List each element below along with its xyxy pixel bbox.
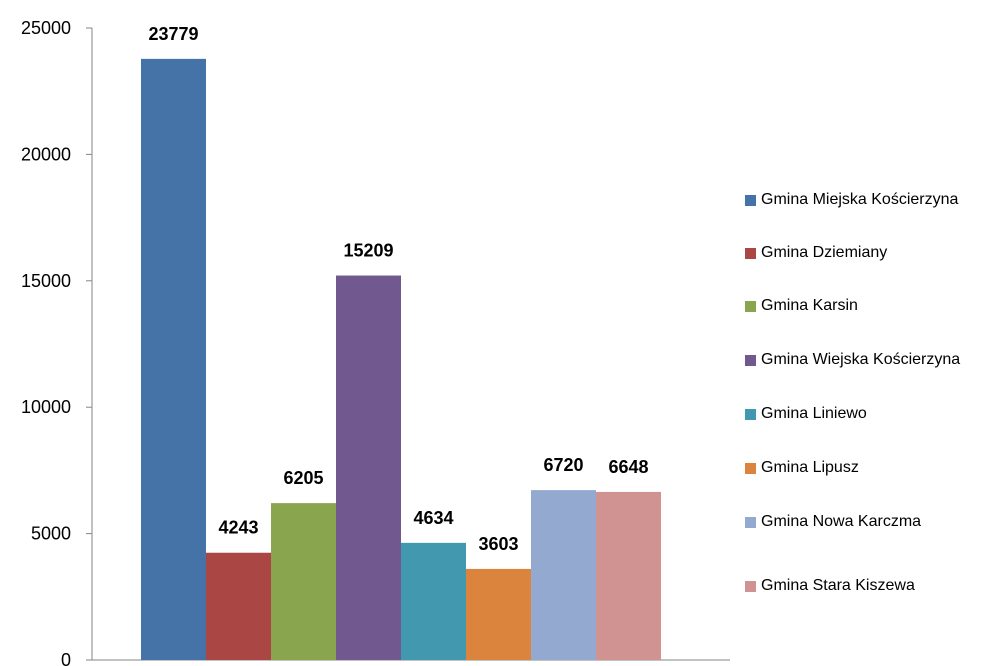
legend-item: Gmina Stara Kiszewa bbox=[745, 576, 915, 596]
legend-item: Gmina Liniewo bbox=[745, 404, 867, 424]
bar-data-label: 4243 bbox=[218, 518, 258, 538]
legend-label: Gmina Dziemiany bbox=[761, 244, 888, 261]
legend-label: Gmina Karsin bbox=[761, 297, 858, 314]
bar-data-label: 4634 bbox=[413, 508, 453, 528]
bar-data-label: 6720 bbox=[543, 455, 583, 475]
y-tick-label: 25000 bbox=[21, 18, 71, 38]
legend-swatch bbox=[745, 580, 756, 592]
legend-label: Gmina Stara Kiszewa bbox=[761, 577, 915, 594]
bar bbox=[206, 552, 271, 660]
legend-label: Gmina Lipusz bbox=[761, 459, 859, 476]
legend-item: Gmina Dziemiany bbox=[745, 243, 887, 263]
y-tick-label: 20000 bbox=[21, 144, 71, 164]
bar-data-label: 3603 bbox=[478, 534, 518, 554]
legend-swatch bbox=[745, 516, 756, 528]
legend-item: Gmina Nowa Karczma bbox=[745, 512, 921, 532]
legend-label: Gmina Miejska Kościerzyna bbox=[761, 191, 959, 208]
legend-swatch bbox=[745, 247, 756, 259]
bar bbox=[466, 568, 531, 660]
bar bbox=[401, 542, 466, 660]
legend-swatch bbox=[745, 300, 756, 312]
bar-data-label: 15209 bbox=[343, 241, 393, 261]
legend-item: Gmina Lipusz bbox=[745, 458, 859, 478]
y-tick-label: 10000 bbox=[21, 397, 71, 417]
bar bbox=[596, 491, 661, 660]
legend-swatch bbox=[745, 354, 756, 366]
bar bbox=[271, 503, 336, 660]
legend-item: Gmina Wiejska Kościerzyna bbox=[745, 350, 960, 370]
legend-label: Gmina Wiejska Kościerzyna bbox=[761, 351, 961, 368]
legend-swatch bbox=[745, 194, 756, 206]
legend-label: Gmina Liniewo bbox=[761, 405, 867, 422]
bar-data-label: 6648 bbox=[608, 457, 648, 477]
bar-data-label: 6205 bbox=[283, 468, 323, 488]
y-tick-label: 5000 bbox=[31, 524, 71, 544]
legend-label: Gmina Nowa Karczma bbox=[761, 513, 922, 530]
bar bbox=[141, 58, 206, 660]
legend-swatch bbox=[745, 408, 756, 420]
bar-data-label: 23779 bbox=[148, 24, 198, 44]
bar bbox=[531, 490, 596, 660]
legend-swatch bbox=[745, 462, 756, 474]
legend-item: Gmina Miejska Kościerzyna bbox=[745, 190, 958, 210]
legend-item: Gmina Karsin bbox=[745, 296, 858, 316]
y-tick-label: 15000 bbox=[21, 271, 71, 291]
bar bbox=[336, 275, 401, 660]
y-tick-label: 0 bbox=[61, 650, 71, 666]
